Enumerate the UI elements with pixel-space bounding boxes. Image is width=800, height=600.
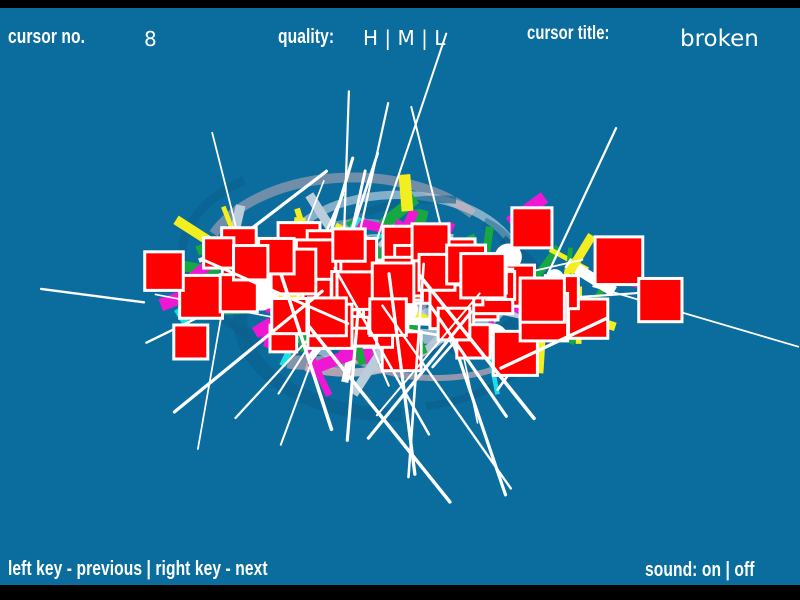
letterbox-top [0, 0, 800, 8]
cursor-number-label: cursor no. [8, 26, 86, 48]
sound-toggle-hint[interactable]: sound: on | off [645, 559, 755, 581]
viewer-stage: cursor no. 8 quality: H | M | L cursor t… [0, 8, 800, 585]
quality-label: quality: [278, 26, 335, 48]
cursor-title-label: cursor title: [527, 23, 610, 44]
cursor-title-value: broken [680, 26, 759, 52]
cursor-number-value: 8 [144, 27, 157, 51]
broken-cursor-artwork [0, 8, 800, 585]
quality-options[interactable]: H | M | L [363, 26, 446, 50]
nav-hint[interactable]: left key - previous | right key - next [8, 558, 268, 580]
letterbox-bottom [0, 585, 800, 600]
